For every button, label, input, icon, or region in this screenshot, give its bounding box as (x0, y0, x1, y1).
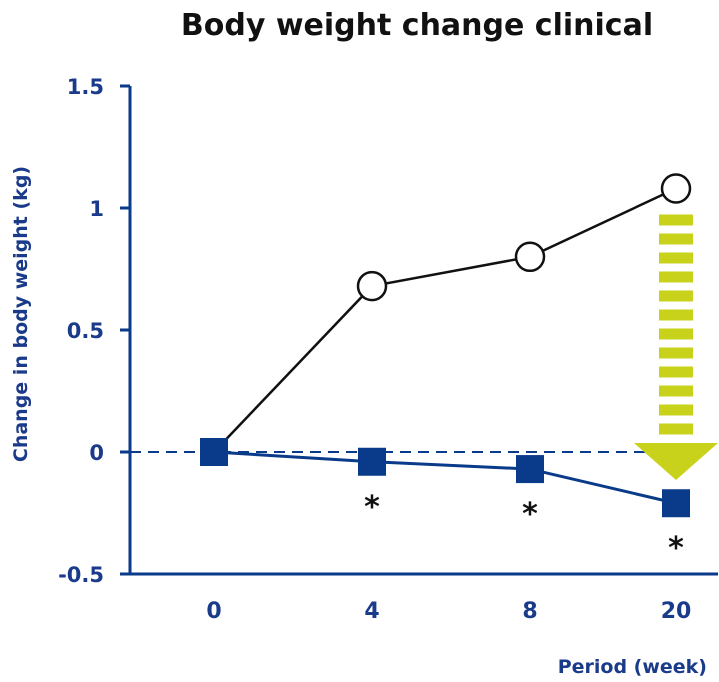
arrow-dash (659, 252, 693, 264)
arrow-dash (659, 366, 693, 378)
arrow-dash (659, 233, 693, 245)
x-tick-label: 4 (364, 599, 379, 624)
y-tick-label: 0.5 (67, 319, 104, 343)
series-lines (213, 187, 677, 505)
y-tick-label: 1 (89, 197, 104, 221)
x-tick-label: 8 (522, 599, 537, 624)
filled-square-point (358, 447, 386, 476)
arrow-dash (659, 328, 693, 340)
arrow-dash (659, 423, 693, 435)
arrow-dash (659, 290, 693, 302)
arrow-dash (659, 214, 693, 226)
x-tick-label: 0 (206, 599, 221, 624)
axes (128, 86, 718, 576)
significance-asterisk: * (668, 531, 684, 566)
arrow-dash (659, 271, 693, 283)
filled-square-point (200, 438, 228, 466)
arrow-head (634, 443, 718, 480)
annotations: * * * (364, 490, 684, 566)
filled-square-point (662, 489, 690, 518)
open-circle-point (514, 241, 546, 273)
highlight-arrow (634, 214, 718, 480)
chart-title: Body weight change clinical (180, 8, 654, 43)
open-circle-point (356, 270, 388, 302)
x-tick-label: 20 (661, 599, 692, 624)
x-ticks: 0 4 8 20 (206, 599, 691, 624)
y-ticks: 1.5 1 0.5 0 -0.5 (58, 75, 130, 587)
y-axis-label: Change in body weight (kg) (10, 166, 32, 462)
filled-square-point (516, 455, 544, 484)
series-line-filled-square (213, 450, 677, 505)
significance-asterisk: * (364, 490, 380, 525)
x-axis-label: Period (week) (558, 656, 707, 678)
arrow-dash (659, 404, 693, 416)
series-line-open-circle (213, 187, 677, 453)
arrow-dash (659, 385, 693, 397)
series-markers (200, 173, 692, 518)
arrow-dash (659, 309, 693, 321)
y-tick-label: 1.5 (67, 75, 104, 99)
open-circle-point (660, 173, 692, 204)
y-tick-label: -0.5 (58, 563, 104, 587)
arrow-dash (659, 347, 693, 359)
y-tick-label: 0 (89, 441, 104, 465)
significance-asterisk: * (522, 497, 538, 532)
